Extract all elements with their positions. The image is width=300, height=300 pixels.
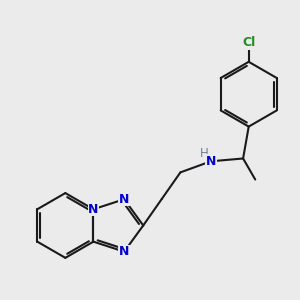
Text: H: H (200, 147, 208, 160)
Text: N: N (119, 245, 129, 258)
Text: N: N (206, 155, 216, 168)
Text: Cl: Cl (242, 36, 255, 49)
Text: N: N (88, 203, 99, 216)
Text: N: N (119, 193, 129, 206)
